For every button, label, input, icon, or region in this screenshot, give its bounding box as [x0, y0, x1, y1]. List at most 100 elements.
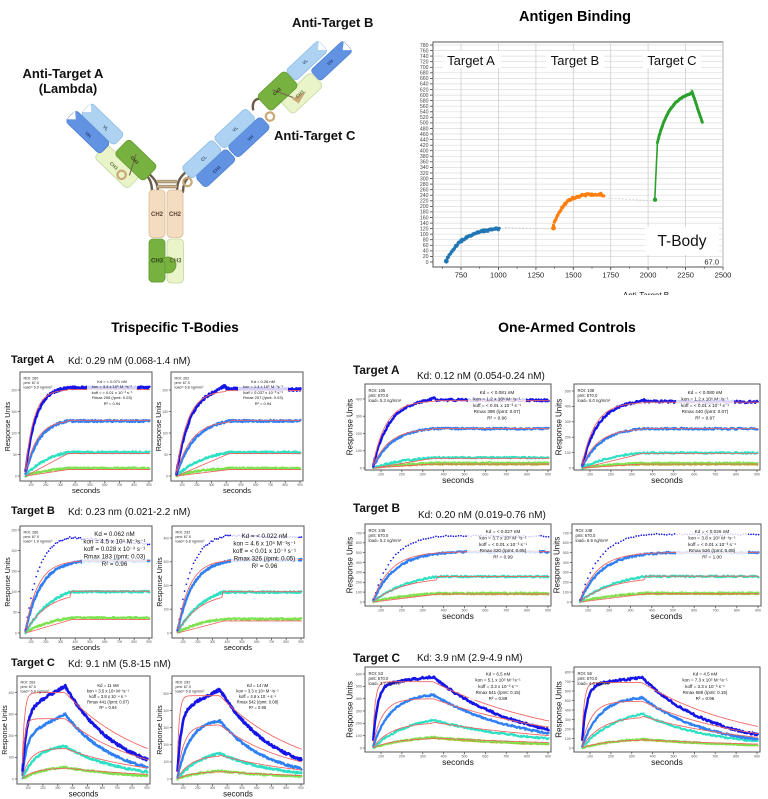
svg-text:ROI: 292: ROI: 292 [176, 531, 191, 535]
svg-text:ROI: 286: ROI: 286 [24, 531, 39, 535]
svg-text:R² = 0.99: R² = 0.99 [493, 555, 513, 560]
svg-text:(Lambda): (Lambda) [39, 81, 98, 96]
svg-text:kon = 3.7 x 10⁵ M⁻¹s⁻¹: kon = 3.7 x 10⁵ M⁻¹s⁻¹ [479, 535, 527, 540]
svg-text:900: 900 [144, 786, 150, 790]
svg-text:200: 200 [195, 640, 201, 644]
svg-text:600: 600 [691, 473, 697, 477]
svg-text:koff = < 0.01 x 10⁻³ s⁻¹: koff = < 0.01 x 10⁻³ s⁻¹ [479, 542, 527, 547]
svg-text:300: 300 [420, 473, 426, 477]
svg-text:kon = 7.3 x 10⁵ M⁻¹s⁻¹: kon = 7.3 x 10⁵ M⁻¹s⁻¹ [682, 678, 728, 683]
svg-text:200: 200 [356, 432, 362, 436]
svg-text:300: 300 [420, 609, 426, 613]
svg-text:Anti-Target A: Anti-Target A [23, 66, 104, 81]
svg-text:seconds: seconds [651, 757, 683, 767]
svg-text:900: 900 [146, 640, 152, 644]
svg-text:Response Units: Response Units [346, 399, 355, 455]
svg-text:700: 700 [269, 786, 275, 790]
svg-text:ROI: 260: ROI: 260 [24, 377, 39, 381]
svg-text:600: 600 [563, 541, 569, 545]
svg-text:100: 100 [11, 590, 17, 594]
svg-text:200: 200 [43, 483, 49, 487]
svg-text:load= 3.7 ng/mm²: load= 3.7 ng/mm² [369, 681, 402, 686]
svg-text:240: 240 [420, 193, 429, 199]
svg-text:200: 200 [163, 743, 169, 747]
svg-text:400: 400 [163, 709, 169, 713]
svg-text:600: 600 [420, 93, 429, 99]
svg-text:load= 4.6 ng/mm²: load= 4.6 ng/mm² [578, 681, 611, 686]
svg-text:Rmax 441 (/pmt: 0.07): Rmax 441 (/pmt: 0.07) [87, 699, 129, 704]
svg-text:500: 500 [356, 551, 362, 555]
svg-text:pmt: 670.0: pmt: 670.0 [369, 533, 389, 538]
svg-text:400: 400 [8, 691, 14, 695]
svg-text:kon = 4.5 x 10⁵ M⁻¹s⁻¹: kon = 4.5 x 10⁵ M⁻¹s⁻¹ [83, 538, 145, 545]
svg-text:seconds: seconds [442, 757, 474, 767]
svg-text:500: 500 [565, 699, 571, 703]
svg-text:kon = 3.5 x 10⁴ M⁻¹s⁻¹: kon = 3.5 x 10⁴ M⁻¹s⁻¹ [87, 688, 130, 693]
svg-text:750: 750 [455, 271, 468, 280]
svg-text:400: 400 [224, 483, 230, 487]
svg-text:800: 800 [524, 609, 530, 613]
svg-text:R² = 1.00: R² = 1.00 [702, 555, 722, 560]
svg-text:200: 200 [11, 549, 17, 553]
svg-text:100: 100 [180, 640, 186, 644]
svg-text:400: 400 [563, 561, 569, 565]
svg-text:koff = 3.3 x 10⁻³ s⁻¹: koff = 3.3 x 10⁻³ s⁻¹ [478, 684, 518, 689]
svg-text:ROI: 56: ROI: 56 [578, 671, 593, 676]
svg-text:0: 0 [360, 746, 362, 750]
svg-text:Kd = 11 nM: Kd = 11 nM [97, 683, 119, 688]
svg-text:800: 800 [565, 670, 571, 674]
svg-text:300: 300 [356, 415, 362, 419]
svg-text:200: 200 [356, 581, 362, 585]
svg-text:800: 800 [733, 755, 739, 759]
svg-text:Rmax 526 (/pmt: 0.08): Rmax 526 (/pmt: 0.08) [689, 548, 736, 553]
svg-text:400: 400 [565, 708, 571, 712]
svg-text:500: 500 [671, 473, 677, 477]
svg-text:800: 800 [284, 640, 290, 644]
svg-text:koff = 0.037 x 10⁻³ s⁻¹: koff = 0.037 x 10⁻³ s⁻¹ [243, 390, 283, 395]
svg-text:pmt: 670.0: pmt: 670.0 [576, 533, 596, 538]
svg-text:ROI: 269: ROI: 269 [21, 681, 36, 685]
svg-text:300: 300 [55, 786, 61, 790]
svg-text:50: 50 [13, 611, 17, 615]
svg-text:0: 0 [360, 600, 362, 604]
svg-text:700: 700 [712, 755, 718, 759]
svg-text:Kd = < 0.081 nM: Kd = < 0.081 nM [480, 390, 515, 395]
svg-text:koff = 4.6 x 10⁻⁴ s⁻¹: koff = 4.6 x 10⁻⁴ s⁻¹ [239, 694, 277, 699]
svg-text:kon = 3.8 x 10⁵ M⁻¹s⁻¹: kon = 3.8 x 10⁵ M⁻¹s⁻¹ [688, 535, 736, 540]
svg-text:koff = 3.8 x 10⁻⁴ s⁻¹: koff = 3.8 x 10⁻⁴ s⁻¹ [89, 694, 127, 699]
svg-text:Response Units: Response Units [157, 705, 164, 755]
svg-text:seconds: seconds [442, 475, 474, 485]
svg-text:CL: CL [200, 154, 208, 162]
svg-text:200: 200 [606, 609, 612, 613]
svg-text:50: 50 [164, 453, 168, 457]
svg-text:VL: VL [301, 58, 309, 66]
svg-text:500: 500 [163, 692, 169, 696]
svg-text:seconds: seconds [223, 790, 253, 799]
svg-text:20: 20 [423, 254, 429, 260]
svg-text:koff = < 0.01 x 10⁻³ s⁻¹: koff = < 0.01 x 10⁻³ s⁻¹ [688, 542, 736, 547]
svg-text:CH3: CH3 [151, 259, 164, 265]
svg-text:380: 380 [420, 154, 429, 160]
svg-text:Kd = < 0.080 nM: Kd = < 0.080 nM [688, 390, 723, 395]
svg-text:600: 600 [691, 609, 697, 613]
svg-text:100: 100 [565, 737, 571, 741]
svg-text:0: 0 [426, 260, 429, 266]
svg-text:400: 400 [70, 786, 76, 790]
svg-text:480: 480 [420, 126, 429, 132]
svg-text:460: 460 [420, 132, 429, 138]
svg-text:440: 440 [420, 137, 429, 143]
svg-text:140: 140 [420, 221, 429, 227]
svg-text:Kd: 0.23 nm (0.021-2.2 nM): Kd: 0.23 nm (0.021-2.2 nM) [68, 507, 190, 518]
svg-text:200: 200 [194, 483, 200, 487]
svg-text:300: 300 [565, 718, 571, 722]
svg-text:520: 520 [420, 115, 429, 121]
svg-text:pmt: 670.0: pmt: 670.0 [369, 676, 389, 681]
svg-text:R² = 0.96: R² = 0.96 [487, 416, 507, 421]
svg-text:700: 700 [268, 483, 274, 487]
svg-text:0: 0 [167, 631, 169, 635]
svg-text:R² = 0.96: R² = 0.96 [696, 696, 715, 701]
svg-text:100: 100 [356, 449, 362, 453]
svg-text:300: 300 [420, 755, 426, 759]
svg-text:Kd = < 0.071 nM: Kd = < 0.071 nM [97, 379, 127, 384]
svg-text:ROI: 292: ROI: 292 [176, 681, 191, 685]
